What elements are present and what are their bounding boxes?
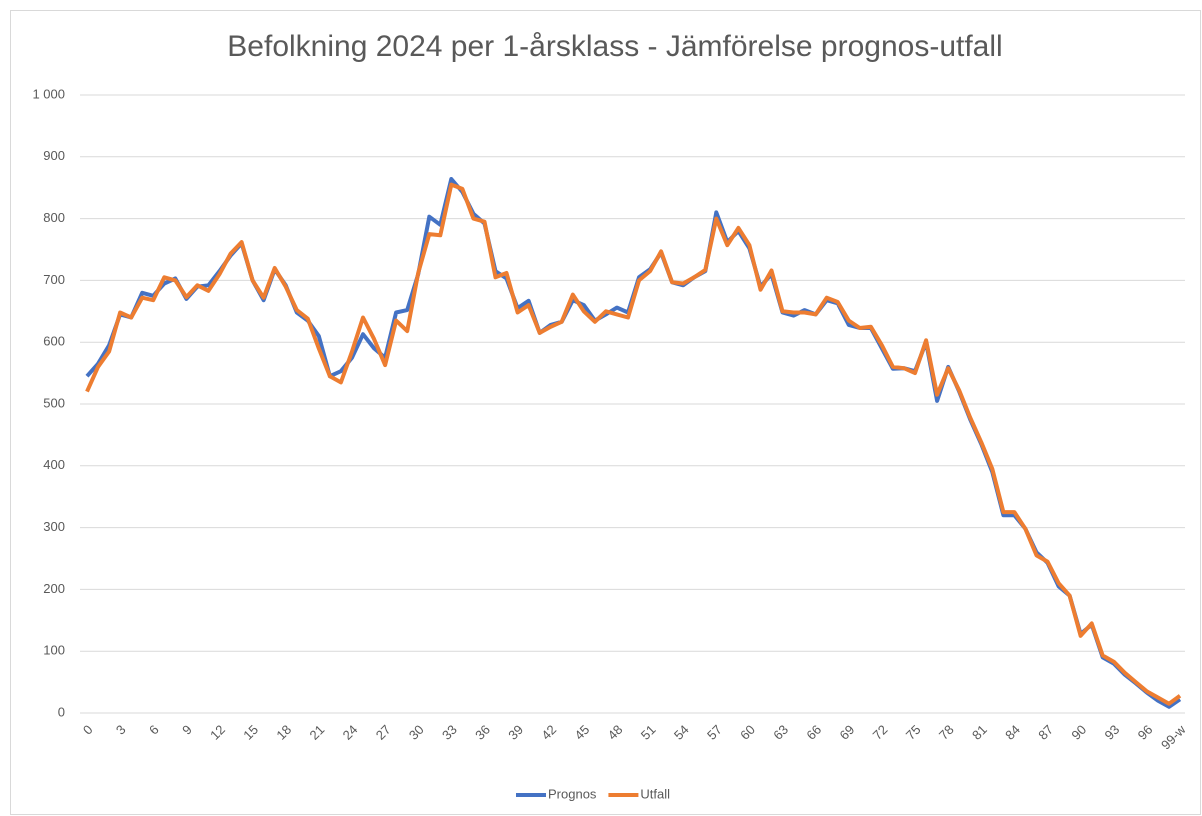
y-tick-label: 400 <box>43 457 65 472</box>
chart-border <box>10 10 1201 815</box>
y-tick-label: 0 <box>58 704 65 719</box>
y-tick-label: 900 <box>43 148 65 163</box>
y-tick-label: 100 <box>43 643 65 658</box>
y-tick-label: 700 <box>43 272 65 287</box>
y-tick-label: 500 <box>43 395 65 410</box>
chart-title: Befolkning 2024 per 1-årsklass - Jämföre… <box>227 30 1002 63</box>
series-line <box>85 182 1182 706</box>
legend-label: Utfall <box>640 786 670 801</box>
y-tick-label: 800 <box>43 210 65 225</box>
y-tick-label: 600 <box>43 334 65 349</box>
y-tick-label: 200 <box>43 581 65 596</box>
legend-label: Prognos <box>548 786 597 801</box>
y-tick-label: 1 000 <box>32 86 65 101</box>
y-tick-label: 300 <box>43 519 65 534</box>
